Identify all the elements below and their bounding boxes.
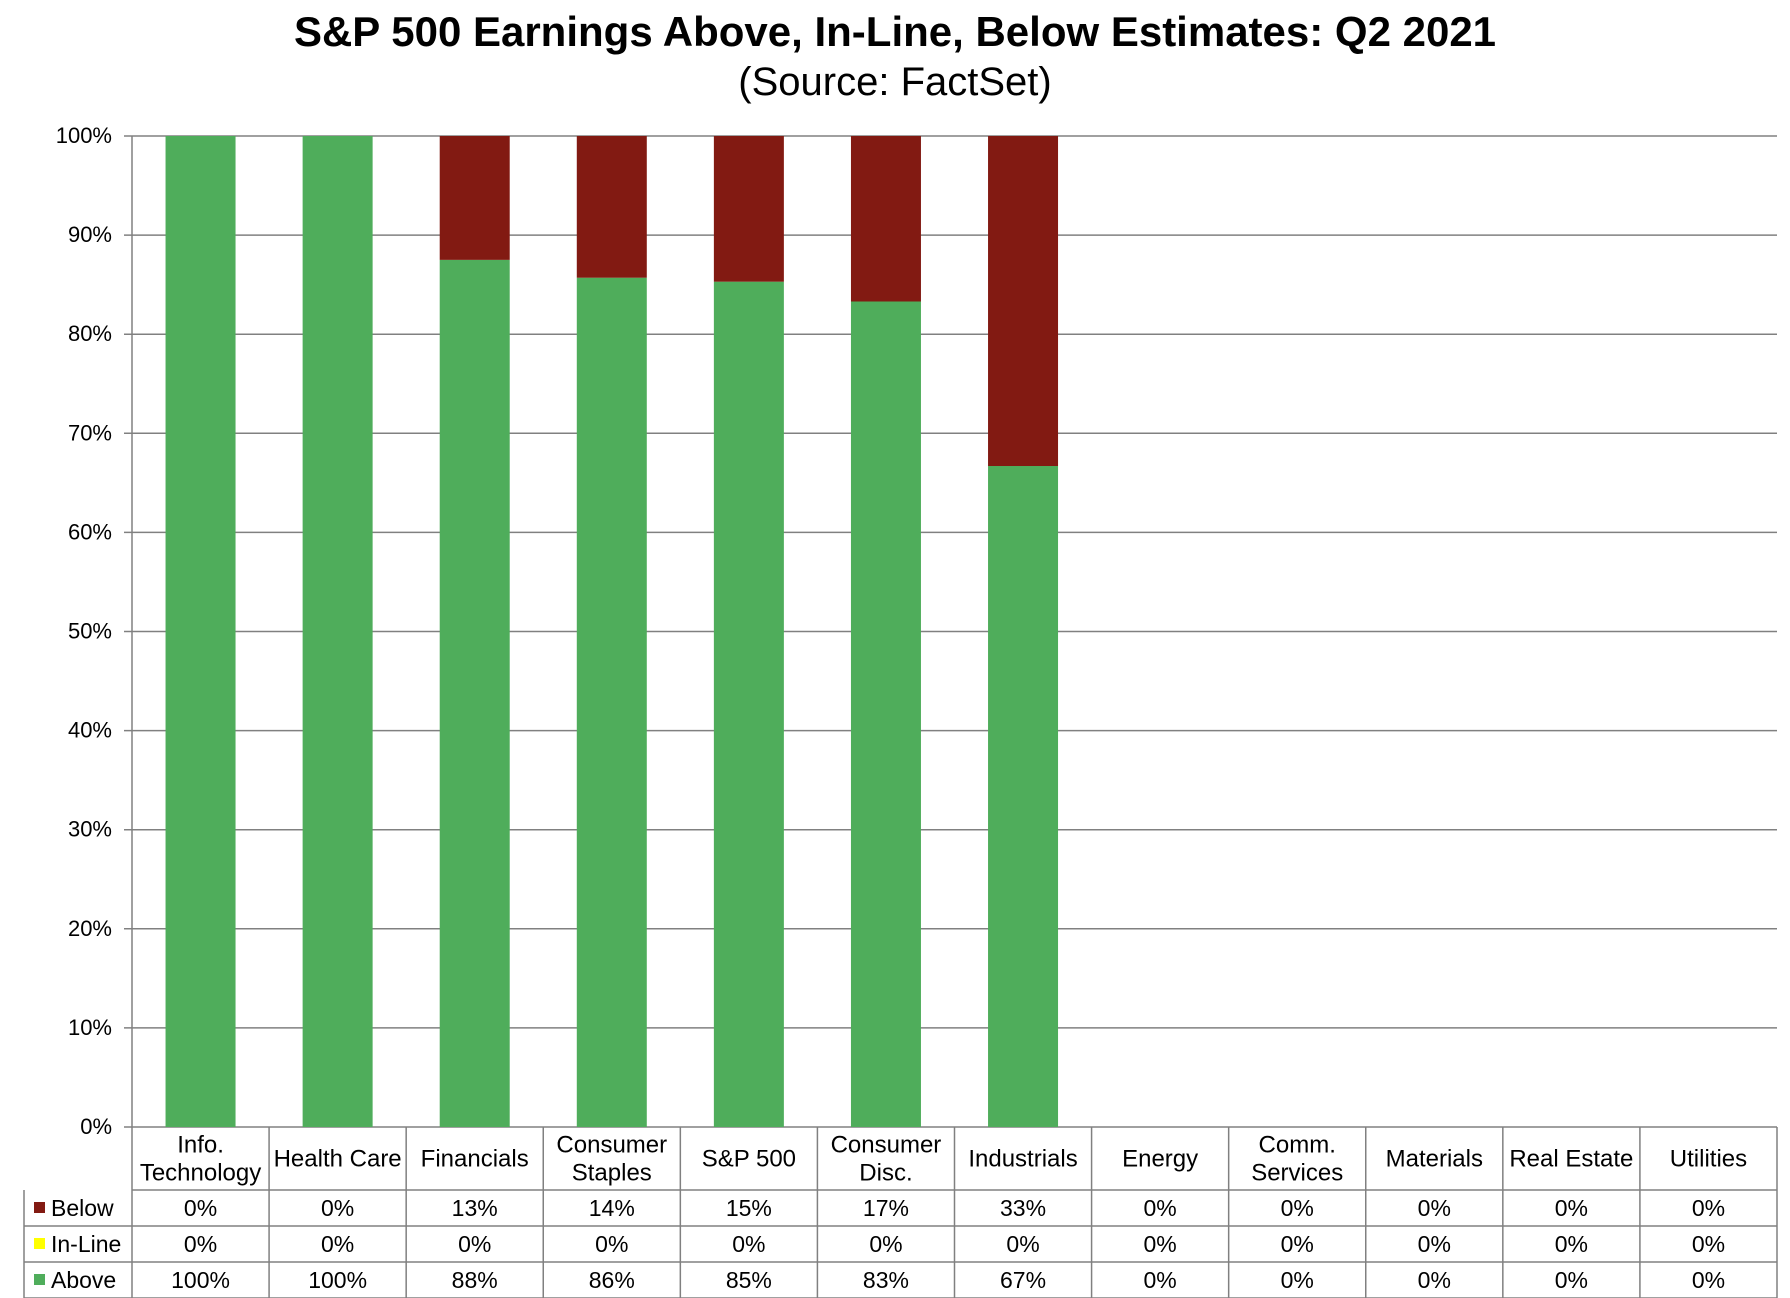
category-label-6: Industrials: [968, 1146, 1077, 1173]
data-label-above-9: 0%: [1418, 1267, 1451, 1293]
data-label-above-8: 0%: [1281, 1267, 1314, 1293]
data-label-below-11: 0%: [1692, 1195, 1725, 1221]
data-label-above-5: 83%: [863, 1267, 909, 1293]
bar-below-6: [988, 136, 1059, 467]
data-label-above-2: 88%: [452, 1267, 498, 1293]
category-label-7: Energy: [1122, 1146, 1198, 1173]
data-label-above-1: 100%: [308, 1267, 367, 1293]
legend-label-below: Below: [51, 1195, 114, 1221]
bar-below-5: [850, 136, 921, 302]
y-axis: 0% 10% 20% 30% 40% 50% 60% 70% 80% 90% 100%: [56, 123, 133, 1139]
y-tick-label: 70%: [68, 420, 112, 445]
data-label-in-line-10: 0%: [1555, 1231, 1588, 1257]
data-label-above-3: 86%: [589, 1267, 635, 1293]
data-label-below-3: 14%: [589, 1195, 635, 1221]
gridlines: [124, 135, 1777, 1128]
category-label-line: Consumer: [831, 1132, 942, 1159]
data-label-in-line-4: 0%: [732, 1231, 765, 1257]
category-label-line: Staples: [572, 1160, 652, 1187]
category-label-2: Financials: [421, 1146, 529, 1173]
bar-above-2: [439, 259, 510, 1127]
legend-label-above: Above: [51, 1267, 116, 1293]
data-label-above-6: 67%: [1000, 1267, 1046, 1293]
data-label-below-10: 0%: [1555, 1195, 1588, 1221]
data-label-in-line-9: 0%: [1418, 1231, 1451, 1257]
category-label-line: Disc.: [859, 1160, 912, 1187]
category-label-line: Info.: [177, 1132, 224, 1159]
y-tick-label: 100%: [56, 123, 112, 148]
data-label-below-0: 0%: [184, 1195, 217, 1221]
bar-above-0: [165, 136, 236, 1127]
legend-swatch-above: [34, 1274, 45, 1285]
data-label-above-4: 85%: [726, 1267, 772, 1293]
y-tick-label: 10%: [68, 1015, 112, 1040]
bar-above-3: [576, 277, 647, 1127]
data-label-above-7: 0%: [1144, 1267, 1177, 1293]
category-label-1: Health Care: [274, 1146, 402, 1173]
chart-subtitle: (Source: FactSet): [738, 60, 1052, 104]
y-tick-label: 90%: [68, 222, 112, 247]
category-label-line: Comm.: [1259, 1132, 1336, 1159]
category-label-5: Consumer Disc.: [831, 1132, 942, 1187]
category-label-line: Technology: [140, 1160, 261, 1187]
data-label-below-2: 13%: [452, 1195, 498, 1221]
category-label-10: Real Estate: [1509, 1146, 1633, 1173]
y-tick-label: 50%: [68, 619, 112, 644]
data-label-above-0: 100%: [171, 1267, 230, 1293]
data-label-in-line-1: 0%: [321, 1231, 354, 1257]
data-label-in-line-3: 0%: [595, 1231, 628, 1257]
data-label-in-line-11: 0%: [1692, 1231, 1725, 1257]
category-label-line: Consumer: [556, 1132, 667, 1159]
bar-above-1: [302, 136, 373, 1127]
y-tick-label: 60%: [68, 519, 112, 544]
bar-above-5: [850, 301, 921, 1127]
category-label-0: Info. Technology: [140, 1132, 261, 1187]
y-tick-label: 20%: [68, 916, 112, 941]
category-label-8: Comm. Services: [1251, 1132, 1343, 1187]
category-label-9: Materials: [1386, 1146, 1483, 1173]
bar-above-6: [988, 466, 1059, 1127]
data-table: Info. Technology Health Care Financials Cons…: [23, 1127, 1778, 1298]
y-tick-label: 30%: [68, 817, 112, 842]
data-label-in-line-2: 0%: [458, 1231, 491, 1257]
legend-swatch-below: [34, 1202, 45, 1213]
y-tick-label: 40%: [68, 718, 112, 743]
data-label-below-4: 15%: [726, 1195, 772, 1221]
data-label-above-10: 0%: [1555, 1267, 1588, 1293]
bar-below-4: [713, 136, 784, 282]
data-label-below-5: 17%: [863, 1195, 909, 1221]
data-label-in-line-5: 0%: [869, 1231, 902, 1257]
data-label-below-1: 0%: [321, 1195, 354, 1221]
category-label-4: S&P 500: [702, 1146, 796, 1173]
legend-label-in-line: In-Line: [51, 1231, 121, 1257]
category-label-3: Consumer Staples: [556, 1132, 667, 1187]
legend-swatch-in-line: [34, 1238, 45, 1249]
y-tick-label: 0%: [80, 1114, 112, 1139]
bar-below-2: [439, 136, 510, 260]
bar-below-3: [576, 136, 647, 278]
data-label-below-6: 33%: [1000, 1195, 1046, 1221]
data-label-in-line-8: 0%: [1281, 1231, 1314, 1257]
y-tick-label: 80%: [68, 321, 112, 346]
data-label-in-line-0: 0%: [184, 1231, 217, 1257]
data-label-in-line-6: 0%: [1006, 1231, 1039, 1257]
bar-above-4: [713, 281, 784, 1127]
data-label-below-7: 0%: [1144, 1195, 1177, 1221]
data-label-in-line-7: 0%: [1144, 1231, 1177, 1257]
bars: [165, 136, 1059, 1127]
category-label-line: Services: [1251, 1160, 1343, 1187]
data-label-below-9: 0%: [1418, 1195, 1451, 1221]
data-label-below-8: 0%: [1281, 1195, 1314, 1221]
data-label-above-11: 0%: [1692, 1267, 1725, 1293]
chart-title: S&P 500 Earnings Above, In-Line, Below E…: [293, 8, 1497, 55]
category-label-11: Utilities: [1670, 1146, 1747, 1173]
